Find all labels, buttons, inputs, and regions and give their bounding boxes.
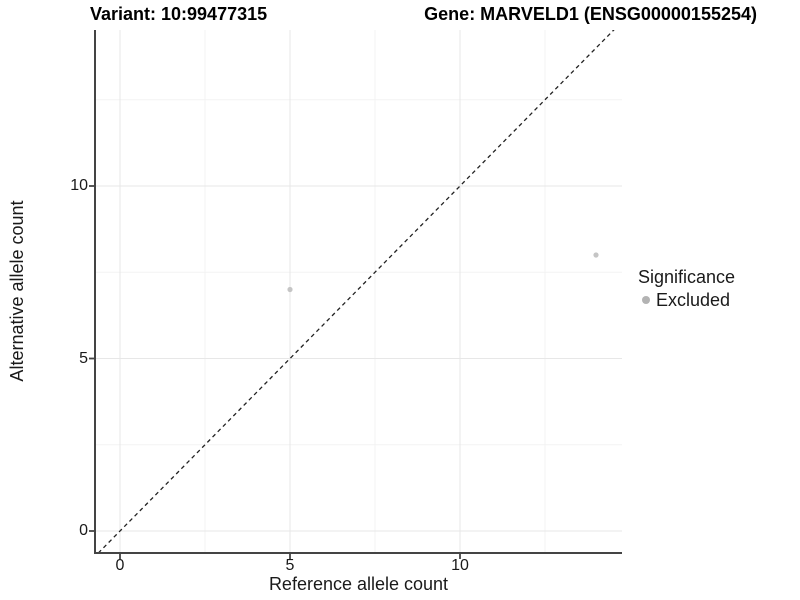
y-tick-label: 10	[70, 177, 88, 194]
legend-title: Significance	[638, 267, 736, 287]
plot-title-variant: Variant: 10:99477315	[90, 4, 268, 24]
data-point	[287, 286, 293, 293]
plot-title-gene: Gene: MARVELD1 (ENSG00000155254)	[424, 4, 757, 24]
legend: Significance Excluded	[638, 266, 735, 311]
data-point	[593, 252, 599, 258]
y-axis-title: Alternative allele count	[7, 200, 27, 382]
plot-area-svg	[89, 30, 622, 559]
y-tick-label: 5	[79, 349, 88, 367]
x-tick-label: 10	[451, 557, 469, 574]
x-tick-label: 5	[285, 557, 295, 574]
x-tick-label: 0	[115, 557, 125, 574]
legend-point-icon	[642, 296, 650, 304]
legend-item-label: Excluded	[656, 290, 731, 310]
legend-item-excluded: Excluded	[642, 289, 735, 311]
x-axis-title: Reference allele count	[268, 574, 449, 594]
y-tick-label: 0	[79, 522, 88, 539]
